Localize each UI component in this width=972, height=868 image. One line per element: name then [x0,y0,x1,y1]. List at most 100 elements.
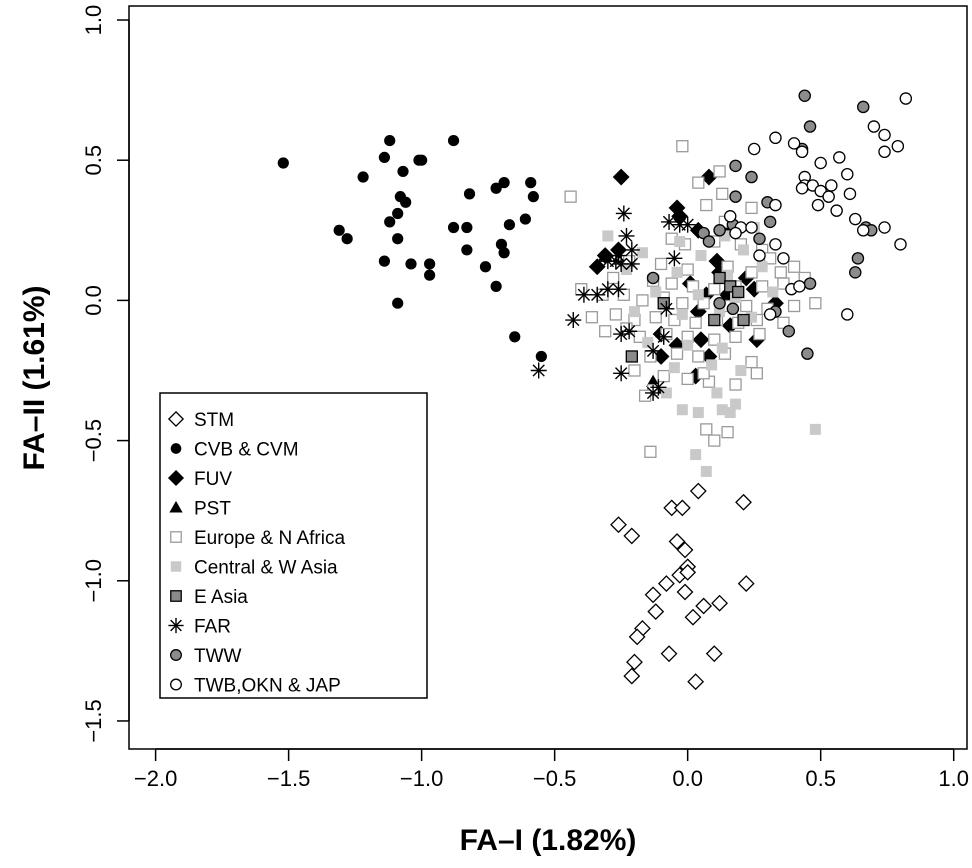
data-point [756,280,769,293]
data-point [525,177,537,189]
y-axis-title: FA–II (1.61%) [18,285,51,470]
y-tick-label: −0.5 [81,419,106,462]
data-point [793,280,806,293]
data-point [623,667,641,685]
legend-marker [170,561,182,572]
data-point [795,181,809,195]
data-point [495,238,508,250]
data-point [625,350,638,363]
series-e-asia [625,271,750,363]
data-point [503,219,516,231]
data-point [753,327,766,341]
data-point [726,302,740,316]
data-point [700,465,712,477]
data-point [825,179,838,192]
data-point [333,224,345,236]
data-point [613,255,630,272]
data-point [623,255,640,272]
data-point [645,384,662,401]
legend-marker [170,443,182,454]
data-point [708,434,721,447]
data-point [753,232,766,245]
data-point [787,299,801,313]
data-point [654,257,668,271]
data-point [626,653,643,671]
data-point [763,308,777,321]
data-point [801,347,814,360]
data-point [674,236,686,248]
data-point [809,423,821,435]
data-point [498,247,510,259]
data-point [763,215,777,229]
data-point [729,190,742,203]
data-point [700,423,713,436]
data-point [638,389,652,402]
data-point [878,221,891,234]
x-tick-label: −1.0 [400,766,443,791]
data-point [714,306,726,318]
data-point [378,151,390,164]
legend-marker [170,678,182,691]
x-axis: −2.0 −1.5 −1.0 −0.5 0.0 0.5 1.0 [134,748,969,791]
data-point [585,311,599,324]
data-point [447,221,460,234]
y-axis: −1.5 −1.0 −0.5 0.0 0.5 1.0 [81,5,130,743]
legend-label: E Asia [194,587,248,608]
data-point [676,583,694,601]
legend: STM CVB & CVM FUV PST Europe & N Africa Centr… [159,392,428,699]
data-point [722,269,734,281]
data-point [787,137,801,150]
data-point [588,258,606,276]
data-point [750,367,763,380]
data-point [735,493,752,511]
data-point [738,244,750,256]
data-point [740,299,753,313]
data-point [894,238,907,251]
legend-label: STM [194,410,234,431]
data-point [705,645,723,663]
data-point [645,342,662,359]
data-point [695,597,713,615]
data-point [729,378,742,391]
data-point [628,306,640,318]
data-point [841,308,854,321]
data-point [610,281,627,298]
data-point [649,311,662,324]
data-point [535,350,547,363]
data-point [856,224,870,237]
data-point [697,367,710,380]
data-point [803,277,817,290]
data-point [668,362,680,374]
data-point [822,190,835,203]
data-point [737,313,750,327]
data-point [745,170,758,184]
data-point [679,216,696,233]
data-point [841,167,854,181]
data-point [891,139,905,153]
data-point [565,312,582,329]
data-point [716,342,728,354]
legend-marker [170,590,182,602]
data-point [530,362,547,379]
data-point [899,92,913,105]
data-point [700,198,713,212]
data-point [692,289,704,301]
y-tick-label: 0.5 [81,145,106,176]
series-stm [610,482,755,691]
data-point [724,407,736,419]
data-point [461,244,473,256]
data-point [621,323,638,340]
data-points [277,89,913,691]
data-point [392,207,404,220]
data-point [833,151,846,164]
data-point [769,198,782,212]
data-point [716,404,728,416]
data-point [613,365,630,382]
data-point [623,527,641,545]
legend-label: Central & W Asia [194,558,338,579]
data-point [676,404,688,416]
data-point [745,201,758,215]
data-point [692,407,704,419]
data-point [795,145,809,159]
x-tick-label: −1.5 [267,766,310,791]
